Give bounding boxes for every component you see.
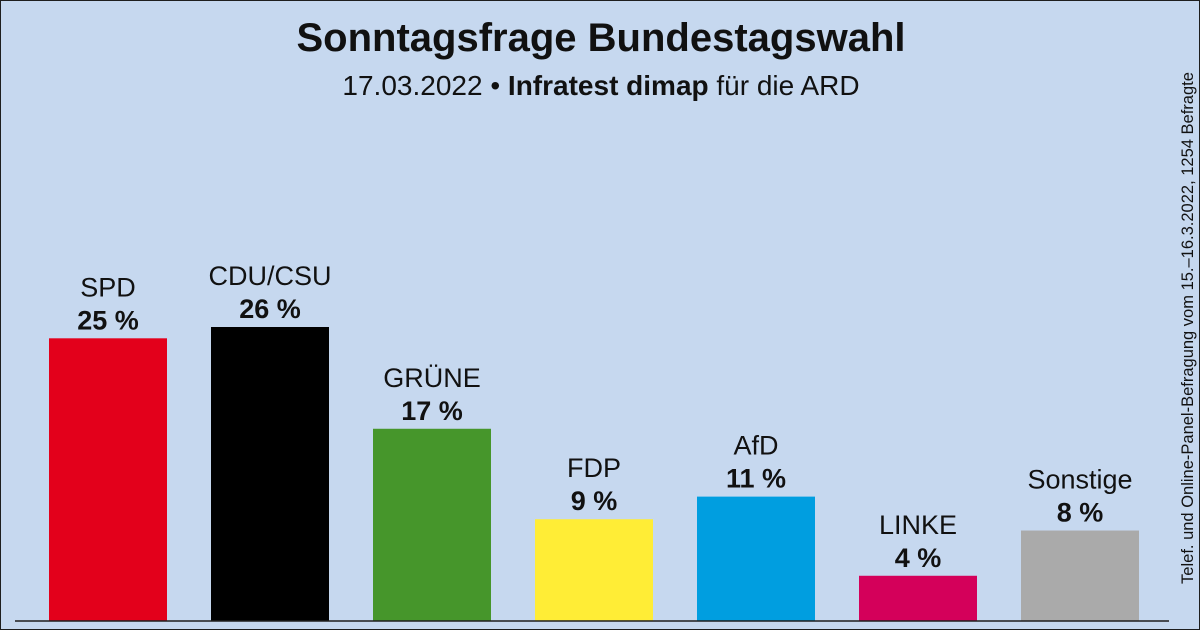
bar-label-spd: SPD [80, 272, 136, 302]
bar-label-linke: LINKE [879, 510, 957, 540]
bar-value-sonstige: 8 % [1057, 498, 1104, 528]
bar-fdp [535, 519, 653, 621]
bar-linke [859, 575, 977, 621]
bar-value-afd: 11 % [726, 464, 786, 494]
bar-label-sonstige: Sonstige [1027, 465, 1132, 495]
bar-gr-ne [373, 428, 491, 621]
bar-value-spd: 25 % [77, 305, 139, 335]
bar-label-fdp: FDP [567, 453, 621, 483]
bar-label-cdu-csu: CDU/CSU [208, 261, 331, 291]
bar-value-linke: 4 % [895, 543, 942, 573]
chart-subtitle: 17.03.2022 • Infratest dimap für die ARD [1, 68, 1200, 104]
poll-agency: Infratest dimap [507, 70, 709, 101]
bar-label-gr-ne: GRÜNE [383, 363, 481, 393]
bar-spd [49, 338, 167, 621]
chart-title: Sonntagsfrage Bundestagswahl [296, 16, 906, 60]
bar-value-gr-ne: 17 % [401, 396, 463, 426]
bar-sonstige [1021, 530, 1139, 621]
bar-value-fdp: 9 % [571, 486, 618, 516]
subtitle-suffix: für die ARD [716, 70, 860, 101]
bar-value-cdu-csu: 26 % [239, 294, 301, 324]
bar-label-afd: AfD [733, 431, 778, 461]
bar-cdu-csu [211, 327, 329, 621]
subtitle-separator: • [490, 70, 501, 101]
bar-afd [697, 496, 815, 621]
poll-date: 17.03.2022 [342, 70, 483, 101]
